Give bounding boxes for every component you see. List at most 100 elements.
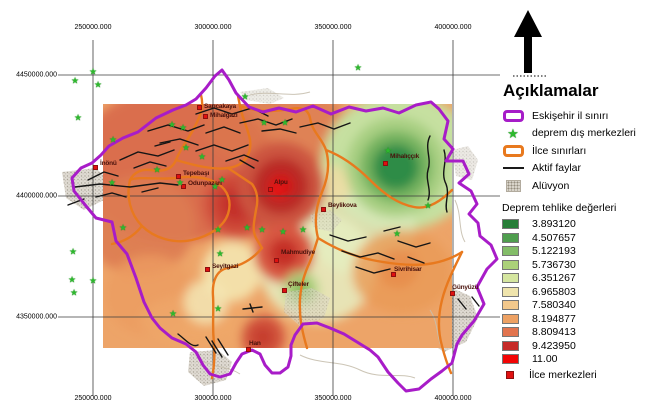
epicenter-star: ★: [242, 222, 252, 233]
district-label: Sivrihisar: [394, 266, 422, 273]
district-label: Günyüzü: [452, 284, 479, 291]
legend-ramp-row: 5.736730: [489, 258, 650, 272]
ramp-value-label: 6.965803: [532, 285, 576, 298]
epicenter-star: ★: [108, 134, 118, 145]
star-swatch-icon: ★: [507, 125, 519, 141]
ramp-color-swatch: [502, 246, 519, 257]
district-center-marker: [383, 161, 388, 166]
district-center-marker: [274, 258, 279, 263]
legend-ramp-row: 8.809413: [489, 326, 650, 340]
legend-item: ★ deprem dış merkezleri: [489, 125, 650, 143]
epicenter-star: ★: [152, 164, 162, 175]
district-label: Han: [249, 340, 261, 347]
epicenter-star: ★: [107, 177, 117, 188]
legend-item-label: deprem dış merkezleri: [532, 127, 636, 140]
legend-item-label: Alüvyon: [532, 179, 570, 192]
epicenter-star: ★: [383, 145, 393, 156]
ramp-color-swatch: [502, 273, 519, 284]
axis-label-top: 350000.000: [314, 24, 352, 31]
ramp-color-swatch: [502, 232, 519, 243]
epicenter-star: ★: [88, 66, 98, 77]
epicenter-star: ★: [178, 122, 188, 133]
district-center-marker: [268, 187, 273, 192]
epicenter-star: ★: [278, 226, 288, 237]
legend-ramp-row: 4.507657: [489, 231, 650, 245]
north-arrow-icon: [513, 10, 548, 77]
epicenter-star: ★: [257, 224, 267, 235]
ramp-value-label: 4.507657: [532, 231, 576, 244]
district-label: Mahmudiye: [281, 249, 315, 256]
epicenter-star: ★: [175, 177, 185, 188]
ramp-value-label: 6.351267: [532, 272, 576, 285]
district-center-swatch: [506, 371, 514, 379]
legend-ramp-row: 3.893120: [489, 218, 650, 232]
district-center-marker: [282, 288, 287, 293]
ramp-color-swatch: [502, 219, 519, 230]
district-center-marker: [197, 105, 202, 110]
polygon-outline-swatch-icon: [502, 109, 524, 122]
epicenter-star: ★: [93, 79, 103, 90]
axis-label-bottom: 400000.000: [434, 395, 472, 400]
epicenter-star: ★: [215, 248, 225, 259]
alluvium-swatch-icon: [502, 179, 524, 192]
axis-label-left: 4450000.000: [16, 71, 57, 79]
ramp-value-label: 8.809413: [532, 326, 576, 339]
ramp-value-label: 3.893120: [532, 218, 576, 231]
legend-items: Eskişehir il sınırı ★ deprem dış merkezler…: [489, 107, 650, 195]
legend-item: Aktif faylar: [489, 160, 650, 178]
district-center-marker: [450, 291, 455, 296]
legend-item-district-centers: İlce merkezleri: [489, 367, 650, 383]
epicenter-star: ★: [210, 181, 220, 192]
epicenter-star: ★: [392, 228, 402, 239]
legend-item-label: İlce merkezleri: [529, 369, 597, 381]
ramp-color-swatch: [502, 313, 519, 324]
district-center-marker: [181, 184, 186, 189]
axis-label-bottom: 250000.000: [74, 395, 112, 400]
epicenter-star: ★: [73, 112, 83, 123]
legend-item: Alüvyon: [489, 177, 650, 195]
epicenter-star: ★: [423, 200, 433, 211]
epicenter-star: ★: [298, 224, 308, 235]
line-swatch-icon: [502, 167, 524, 170]
district-label: Mihalıççık: [390, 153, 420, 160]
legend-item: İlce sınırları: [489, 142, 650, 160]
axis-label-top: 250000.000: [74, 24, 112, 31]
district-center-marker: [205, 267, 210, 272]
district-center-marker: [391, 272, 396, 277]
ramp-value-label: 9.423950: [532, 339, 576, 352]
epicenter-star: ★: [69, 287, 79, 298]
district-center-marker: [93, 165, 98, 170]
epicenter-star: ★: [213, 224, 223, 235]
polygon-outline-swatch-icon: [502, 144, 524, 157]
district-center-marker: [203, 114, 208, 119]
epicenter-star: ★: [67, 274, 77, 285]
district-label: Tepebaşı: [183, 170, 210, 177]
ramp-color-swatch: [502, 327, 519, 338]
district-label: Seyitgazi: [212, 263, 239, 270]
epicenter-star: ★: [118, 222, 128, 233]
legend-ramp-title: Deprem tehlike değerleri: [502, 201, 617, 214]
epicenter-star: ★: [213, 303, 223, 314]
ramp-color-swatch: [502, 340, 519, 351]
axis-label-left: 4350000.000: [16, 313, 57, 321]
epicenter-star: ★: [197, 151, 207, 162]
epicenter-star: ★: [240, 91, 250, 102]
district-center-marker: [246, 347, 251, 352]
axis-label-bottom: 350000.000: [314, 395, 352, 400]
legend-ramp-row: 9.423950: [489, 339, 650, 353]
province-boundary: [70, 68, 499, 393]
district-label: Sarıcakaya: [204, 103, 236, 110]
ramp-value-label: 5.122193: [532, 245, 576, 258]
epicenter-star: ★: [88, 275, 98, 286]
district-center-marker: [176, 174, 181, 179]
axis-label-bottom: 300000.000: [194, 395, 232, 400]
legend-title: Açıklamalar: [503, 81, 599, 100]
epicenter-star: ★: [70, 75, 80, 86]
ramp-color-swatch: [502, 354, 519, 365]
legend-item-label: İlce sınırları: [532, 144, 587, 157]
district-label: Mihalgazi: [210, 112, 238, 119]
hazard-raster: [103, 104, 452, 348]
stream-lines: [199, 91, 466, 379]
legend-item-label: Aktif faylar: [532, 162, 582, 175]
